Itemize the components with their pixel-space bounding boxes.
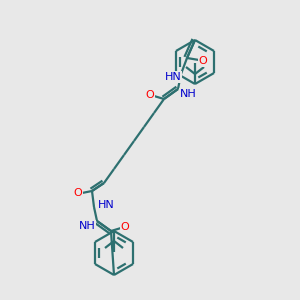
Text: NH: NH bbox=[79, 221, 95, 231]
Text: O: O bbox=[121, 222, 129, 232]
Text: NH: NH bbox=[180, 89, 196, 99]
Text: O: O bbox=[199, 56, 207, 66]
Text: O: O bbox=[74, 188, 82, 198]
Text: HN: HN bbox=[165, 72, 182, 82]
Text: HN: HN bbox=[98, 200, 114, 210]
Text: O: O bbox=[146, 90, 154, 100]
